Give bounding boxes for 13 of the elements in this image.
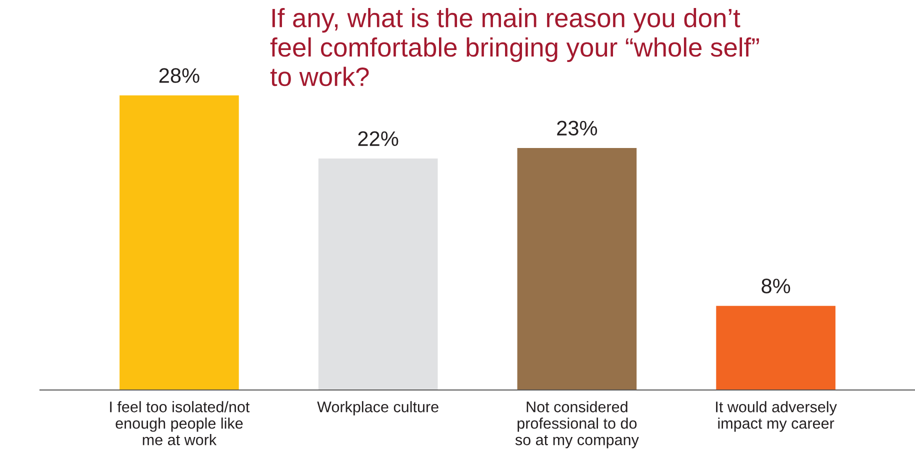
x-tick-label: Not considered professional to do so at my company <box>515 401 639 448</box>
x-tick-label: I feel too isolated/not enough people like me at work <box>110 401 250 446</box>
data-label: 23% <box>557 120 598 136</box>
data-label: 28% <box>159 68 200 83</box>
bar <box>517 148 637 390</box>
bar <box>120 95 239 390</box>
bar <box>716 306 836 390</box>
x-tick-label: It would adversely impact my career <box>716 401 837 432</box>
chart-title: If any, what is the main reason you don’t feel comfortable bringing your “whole self” to work? <box>270 8 759 86</box>
x-tick-label: Workplace culture <box>317 401 438 416</box>
bar <box>318 158 438 390</box>
data-label: 8% <box>762 278 790 294</box>
data-label: 22% <box>358 131 398 146</box>
